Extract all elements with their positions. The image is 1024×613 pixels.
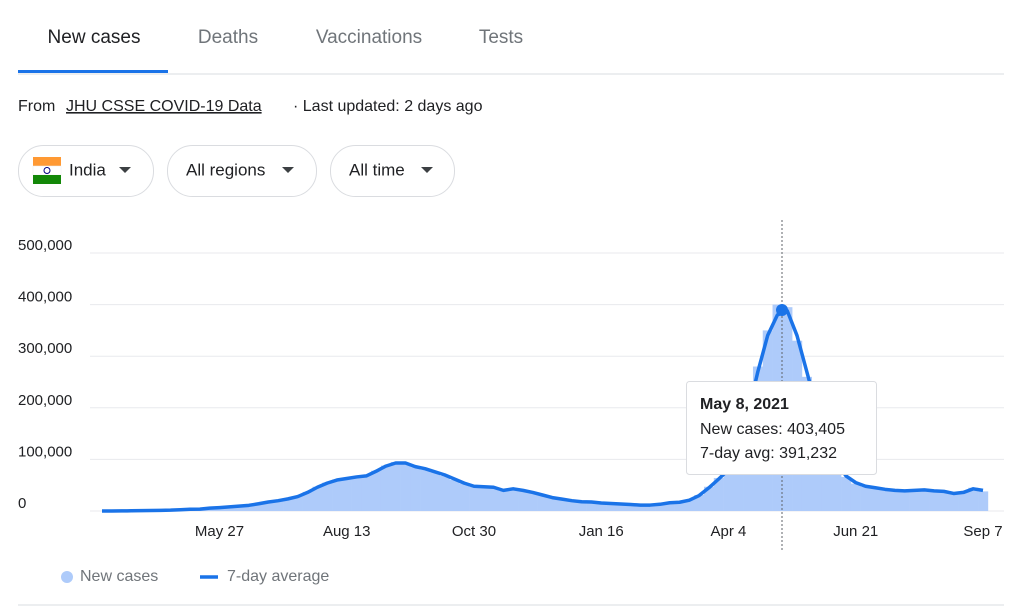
filter-label: All time xyxy=(349,160,405,179)
tooltip-line: New cases: 403,405 xyxy=(700,421,845,438)
bar xyxy=(479,486,489,511)
y-tick-label: 200,000 xyxy=(18,392,72,409)
bar xyxy=(547,498,557,511)
bar xyxy=(910,490,920,511)
flag xyxy=(33,157,61,166)
bar xyxy=(978,491,988,511)
x-tick-label: May 27 xyxy=(195,523,244,540)
bar xyxy=(440,476,450,511)
x-tick-label: Apr 4 xyxy=(711,523,747,540)
x-tick-label: Aug 13 xyxy=(323,523,371,540)
tab[interactable]: Deaths xyxy=(198,27,258,48)
bar xyxy=(430,472,440,511)
bar xyxy=(459,484,469,511)
y-tick-label: 500,000 xyxy=(18,237,72,254)
tab[interactable]: New cases xyxy=(48,27,141,48)
bar xyxy=(851,484,861,511)
bar xyxy=(880,490,890,511)
bar xyxy=(342,478,352,511)
bar xyxy=(870,488,880,511)
bar xyxy=(420,470,430,511)
bar xyxy=(949,494,959,511)
bar xyxy=(469,487,479,511)
y-tick-label: 300,000 xyxy=(18,340,72,357)
tab-indicator xyxy=(18,70,168,73)
legend-label: New cases xyxy=(80,568,158,585)
y-tick-label: 100,000 xyxy=(18,443,72,460)
source-updated: · Last updated: 2 days ago xyxy=(293,98,483,115)
y-tick-label: 400,000 xyxy=(18,289,72,306)
x-tick-label: Oct 30 xyxy=(452,523,496,540)
tooltip-line: 7-day avg: 391,232 xyxy=(700,445,837,462)
filter-label: All regions xyxy=(186,160,265,179)
bar xyxy=(518,491,528,511)
bar xyxy=(939,492,949,511)
filter-label: India xyxy=(69,160,106,179)
bar xyxy=(498,491,508,511)
bar xyxy=(959,492,969,511)
legend: New cases 7-day average xyxy=(61,568,329,585)
bar xyxy=(322,483,332,511)
bar xyxy=(890,491,900,511)
flag xyxy=(33,175,61,184)
bar xyxy=(401,464,411,511)
tab[interactable]: Vaccinations xyxy=(316,27,422,48)
source-line: From JHU CSSE COVID-19 Data · Last updated… xyxy=(18,98,483,115)
bar xyxy=(391,462,401,511)
bar xyxy=(381,466,391,511)
x-tick-label: Jun 21 xyxy=(833,523,878,540)
bar xyxy=(450,480,460,511)
x-tick-label: Sep 7 xyxy=(963,523,1002,540)
legend-label: 7-day average xyxy=(227,568,329,585)
bar xyxy=(352,476,362,511)
bar xyxy=(900,491,910,511)
bar xyxy=(332,480,342,511)
bar xyxy=(841,477,851,511)
bar xyxy=(528,493,538,511)
bar xyxy=(371,471,381,511)
y-tick-label: 0 xyxy=(18,495,26,512)
bar xyxy=(538,496,548,511)
bar xyxy=(919,489,929,511)
bar xyxy=(410,467,420,511)
bar xyxy=(929,491,939,511)
bar xyxy=(508,488,518,511)
source-link[interactable]: JHU CSSE COVID-19 Data xyxy=(66,98,262,115)
bar xyxy=(861,487,871,511)
source-prefix: From xyxy=(18,98,55,115)
bar xyxy=(489,488,499,511)
bar xyxy=(361,475,371,511)
hover-dot xyxy=(776,304,788,316)
x-tick-label: Jan 16 xyxy=(579,523,624,540)
tooltip-title: May 8, 2021 xyxy=(700,396,789,413)
tab[interactable]: Tests xyxy=(479,27,523,48)
legend-swatch xyxy=(61,571,73,583)
